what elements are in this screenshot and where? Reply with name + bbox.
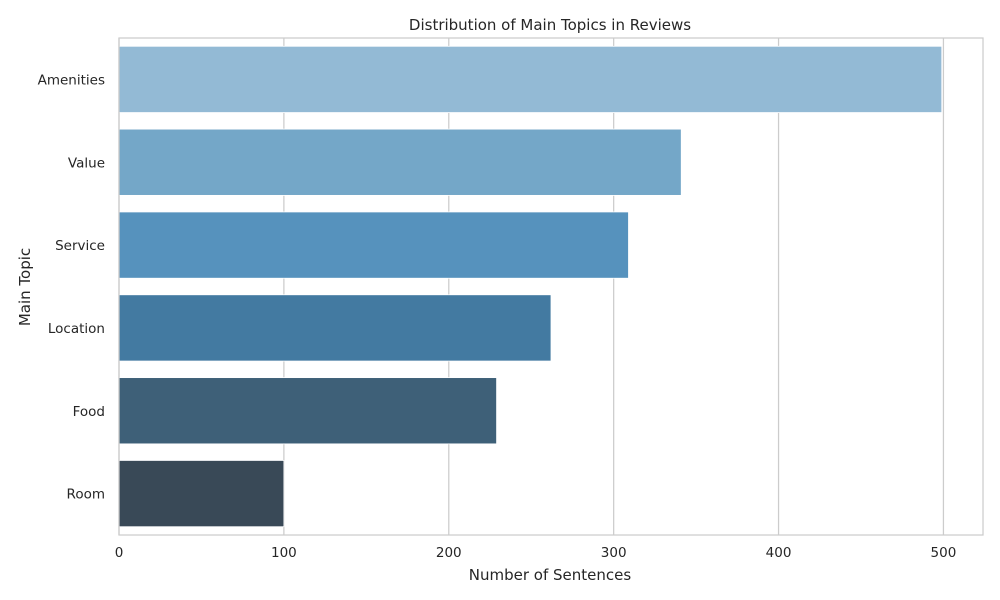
bar-room [118,460,285,528]
y-tick-label: Value [68,155,105,171]
y-tick-label: Amenities [38,72,105,88]
x-tick-label: 500 [931,545,957,561]
bar-food [118,377,497,445]
plot-frame [118,37,984,536]
x-tick-label: 100 [271,545,297,561]
x-tick-label: 200 [436,545,462,561]
y-tick-label: Location [48,321,105,337]
y-tick-labels: Amenities Value Service Location Food Room [38,72,105,502]
y-axis-label: Main Topic [16,248,34,326]
bar-value [118,128,682,196]
y-tick-label: Food [73,404,105,420]
bar-service [118,211,629,279]
x-tick-labels: 0 100 200 300 400 500 [115,545,957,561]
x-tick-label: 400 [766,545,792,561]
bar-amenities [118,45,943,113]
bar-location [118,294,552,362]
bars [118,45,943,528]
x-tick-label: 300 [601,545,627,561]
chart-title: Distribution of Main Topics in Reviews [409,16,691,34]
y-tick-label: Service [55,238,105,254]
x-axis-label: Number of Sentences [469,566,632,584]
x-tick-label: 0 [115,545,124,561]
y-tick-label: Room [67,487,105,503]
